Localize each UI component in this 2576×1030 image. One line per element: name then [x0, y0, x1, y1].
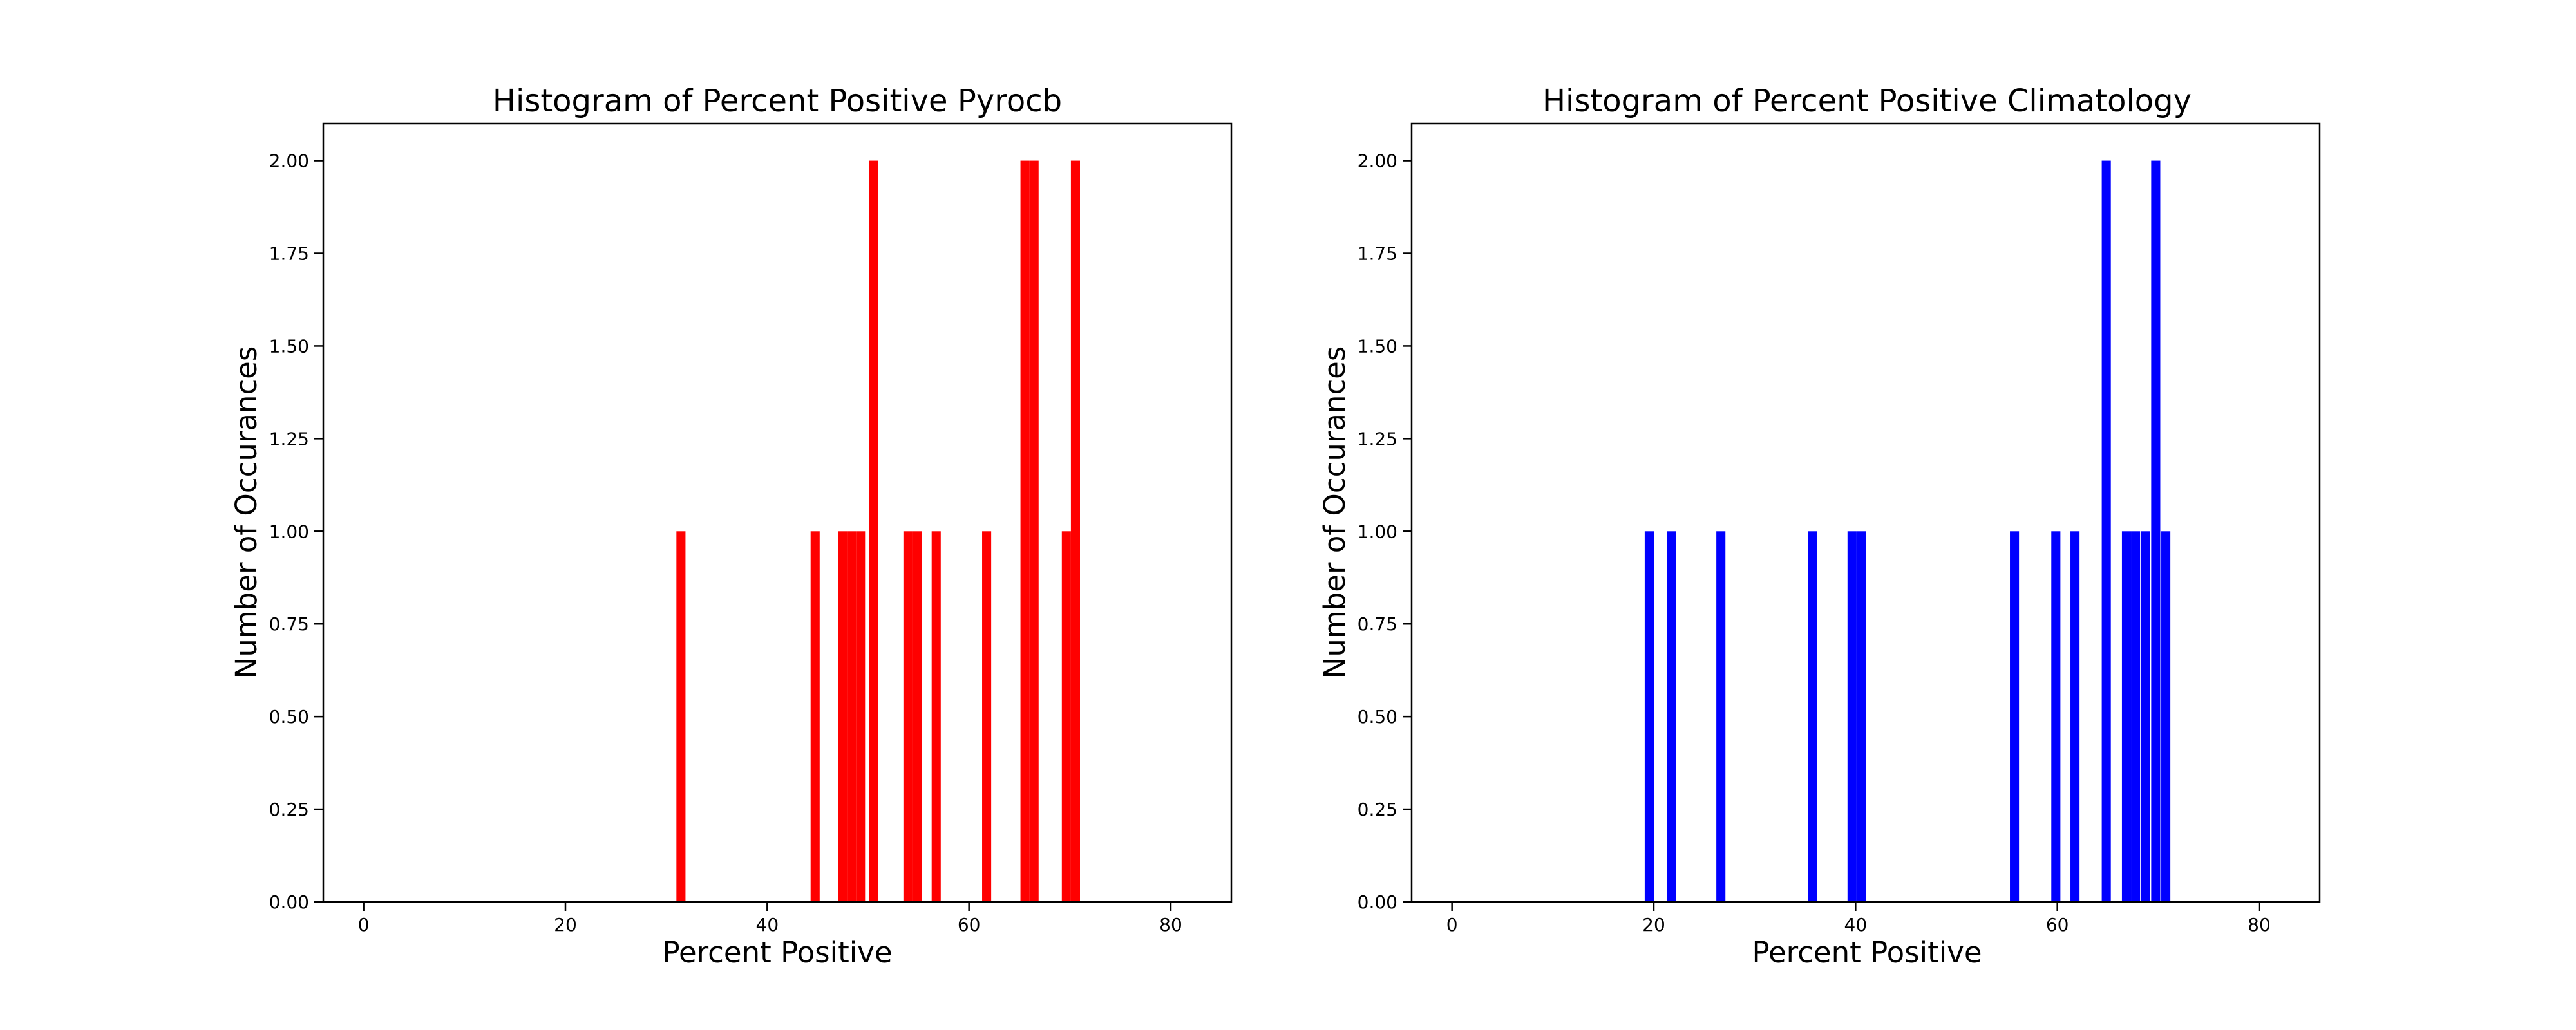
- histogram-bar: [838, 531, 848, 902]
- x-axis-ticks: 0 20 40 60 80: [1446, 902, 2271, 935]
- y-axis-label: Number of Occurances: [1318, 346, 1352, 679]
- histogram-bar: [2141, 531, 2150, 902]
- histogram-bar: [1070, 160, 1080, 902]
- histogram-bar: [1716, 531, 1726, 902]
- histogram-bar: [2010, 531, 2020, 902]
- histogram-bar: [2161, 531, 2171, 902]
- histogram-bar: [2121, 531, 2132, 902]
- x-tick-label: 60: [2046, 914, 2069, 935]
- y-tick-label: 1.50: [1358, 335, 1397, 357]
- histogram-bar: [2070, 531, 2080, 902]
- histogram-bar: [810, 531, 820, 902]
- histogram-bar: [912, 531, 922, 902]
- y-tick-label: 0.00: [269, 892, 309, 913]
- histogram-bar: [1644, 531, 1654, 902]
- y-axis-ticks: 0.00 0.25 0.50 0.75 1.00 1.25 1.50 1.75 2.00: [1358, 151, 1412, 913]
- y-tick-label: 1.50: [269, 335, 309, 357]
- plot-frame: [322, 122, 1233, 903]
- y-tick-label: 1.00: [269, 521, 309, 542]
- histogram-bar: [676, 531, 686, 902]
- histogram-bar: [1856, 531, 1866, 902]
- histogram-bar: [2151, 160, 2161, 902]
- x-tick-label: 0: [1446, 914, 1458, 935]
- histogram-bar: [931, 531, 941, 902]
- histogram-bar: [2051, 531, 2061, 902]
- y-tick-label: 0.75: [269, 613, 309, 635]
- histogram-bar: [1061, 531, 1071, 902]
- y-tick-label: 2.00: [269, 151, 309, 172]
- y-axis-ticks: 0.00 0.25 0.50 0.75 1.00 1.25 1.50 1.75 2.00: [269, 151, 323, 913]
- y-tick-label: 1.25: [1358, 428, 1397, 449]
- y-tick-label: 1.25: [269, 428, 309, 449]
- x-axis-label: Percent Positive: [1752, 935, 1982, 969]
- histogram-bar: [847, 531, 857, 902]
- y-axis-label: Number of Occurances: [229, 346, 263, 679]
- y-tick-label: 0.00: [1358, 892, 1397, 913]
- y-tick-label: 2.00: [1358, 151, 1397, 172]
- x-axis-ticks: 0 20 40 60 80: [358, 902, 1182, 935]
- x-axis-label: Percent Positive: [662, 935, 892, 969]
- x-tick-label: 20: [554, 914, 577, 935]
- histogram-bar: [856, 531, 866, 902]
- histogram-bar: [2131, 531, 2141, 902]
- histogram-bar: [1667, 531, 1676, 902]
- climatology-histogram-chart: Histogram of Percent Positive Climatolog…: [1318, 83, 2321, 969]
- y-tick-label: 0.25: [269, 799, 309, 820]
- y-tick-label: 1.75: [1358, 243, 1397, 265]
- y-tick-label: 0.50: [1358, 706, 1397, 727]
- histogram-bar: [903, 531, 913, 902]
- histogram-bar: [1029, 160, 1039, 902]
- plot-frame: [1410, 122, 2321, 903]
- histogram-bar: [1020, 160, 1030, 902]
- y-tick-label: 0.75: [1358, 613, 1397, 635]
- x-tick-label: 60: [958, 914, 981, 935]
- chart-title: Histogram of Percent Positive Pyrocb: [493, 83, 1062, 119]
- x-tick-label: 40: [756, 914, 779, 935]
- y-tick-label: 1.00: [1358, 521, 1397, 542]
- histogram-bar: [1808, 531, 1817, 902]
- histogram-bar: [869, 160, 878, 902]
- x-tick-label: 0: [358, 914, 370, 935]
- x-tick-label: 80: [2248, 914, 2271, 935]
- y-tick-label: 0.50: [269, 706, 309, 727]
- histogram-bars: [1644, 160, 2171, 902]
- x-tick-label: 20: [1642, 914, 1665, 935]
- histogram-bars: [676, 160, 1080, 902]
- histogram-bar: [1847, 531, 1857, 902]
- histogram-bar: [2101, 160, 2111, 902]
- x-tick-label: 40: [1844, 914, 1868, 935]
- y-tick-label: 1.75: [269, 243, 309, 265]
- y-tick-label: 0.25: [1358, 799, 1397, 820]
- histogram-bar: [982, 531, 992, 902]
- x-tick-label: 80: [1159, 914, 1182, 935]
- chart-title: Histogram of Percent Positive Climatolog…: [1542, 83, 2192, 119]
- pyrocb-histogram-chart: Histogram of Percent Positive Pyrocb 0 20…: [229, 83, 1233, 969]
